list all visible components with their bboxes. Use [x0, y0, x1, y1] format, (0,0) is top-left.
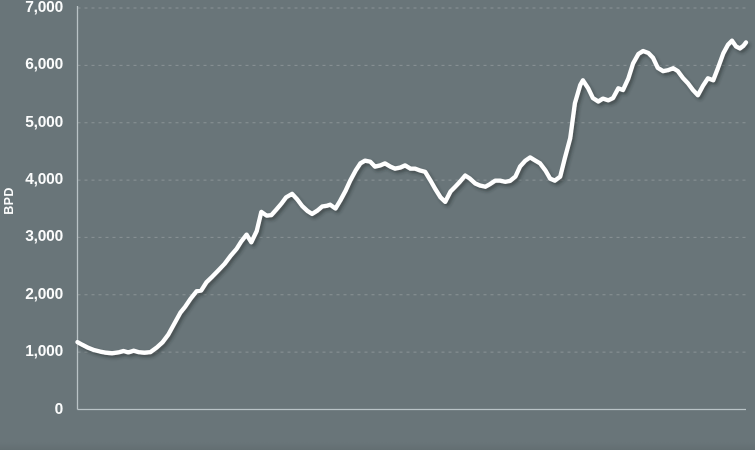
y-tick-label: 1,000 [25, 343, 63, 361]
y-tick-label: 5,000 [25, 113, 63, 131]
y-tick-label: 6,000 [25, 56, 63, 74]
bpd-series-line [75, 38, 749, 356]
y-tick-label: 0 [54, 400, 64, 418]
y-tick-label: 3,000 [25, 228, 63, 246]
y-tick-label: 4,000 [25, 171, 63, 189]
y-tick-label: 2,000 [25, 285, 63, 303]
y-tick-label: 7,000 [25, 0, 63, 16]
y-axis-ticks: 0 1,000 2,000 3,000 4,000 5,000 6,000 7,000 [0, 0, 63, 450]
